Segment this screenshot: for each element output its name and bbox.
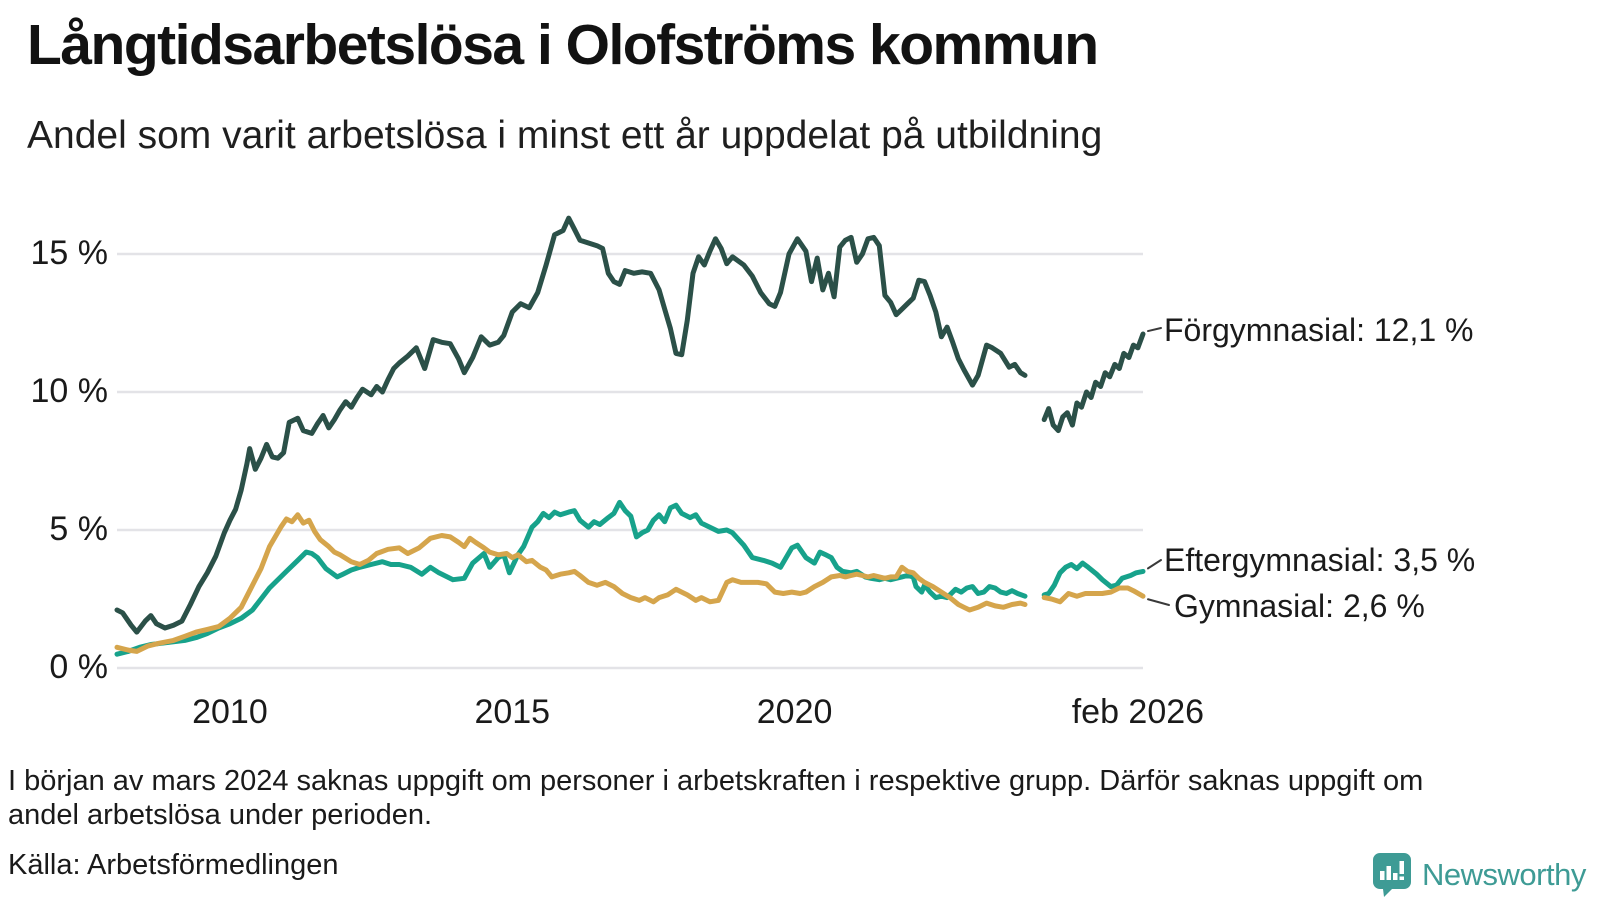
x-axis-tick-label: 2020 xyxy=(756,693,833,731)
series-line-eftergymnasial xyxy=(114,499,1028,657)
y-axis-tick-label: 5 % xyxy=(49,510,108,548)
series-line-gymnasial xyxy=(114,512,1028,654)
page-subtitle: Andel som varit arbetslösa i minst ett å… xyxy=(27,114,1103,157)
line-chart-canvas xyxy=(114,215,1170,670)
footnote-line-2: andel arbetslösa under perioden. xyxy=(8,799,433,831)
series-line-förgymnasial xyxy=(1041,331,1146,434)
series-line-eftergymnasial xyxy=(1041,560,1146,598)
x-axis-tick-label: 2015 xyxy=(474,693,551,731)
newsworthy-speech-bubble-chart-icon xyxy=(1373,853,1411,897)
page-title: Långtidsarbetslösa i Olofströms kommun xyxy=(27,13,1099,77)
series-line-förgymnasial xyxy=(114,215,1028,635)
series-end-label-forgymnasial: Förgymnasial: 12,1 % xyxy=(1164,312,1474,348)
newsworthy-wordmark: Newsworthy xyxy=(1422,857,1586,892)
y-axis-tick-label: 10 % xyxy=(30,372,109,410)
x-axis-tick-label: feb 2026 xyxy=(1071,693,1205,731)
y-axis-tick-label: 0 % xyxy=(49,648,108,686)
series-line-gymnasial xyxy=(1041,585,1146,605)
newsworthy-logo: Newsworthy xyxy=(1372,852,1586,898)
source-credit: Källa: Arbetsförmedlingen xyxy=(8,849,339,881)
x-axis-tick-label: 2010 xyxy=(192,693,268,731)
label-connector xyxy=(1147,327,1162,333)
y-axis-tick-label: 15 % xyxy=(30,234,109,272)
series-end-label-eftergymnasial: Eftergymnasial: 3,5 % xyxy=(1164,542,1476,578)
footnote: I början av mars 2024 saknas uppgift om … xyxy=(8,764,1568,832)
label-connector xyxy=(1147,598,1170,606)
series-end-label-gymnasial: Gymnasial: 2,6 % xyxy=(1174,588,1425,624)
label-connector xyxy=(1147,559,1162,570)
footnote-line-1: I början av mars 2024 saknas uppgift om … xyxy=(8,765,1424,797)
